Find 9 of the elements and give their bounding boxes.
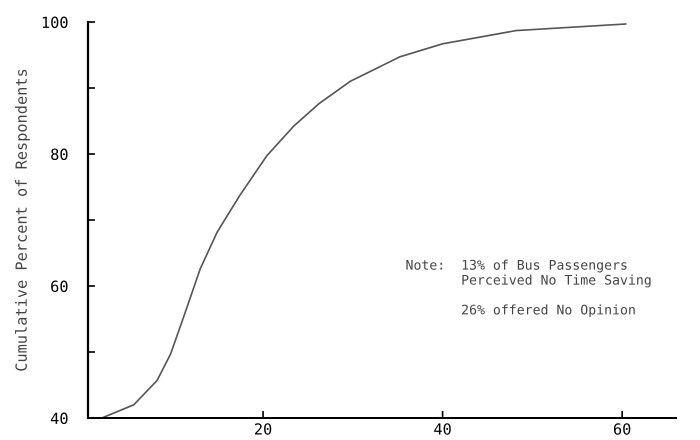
x-tick-label: 60: [614, 423, 630, 435]
text: Note: 13% of Bus Passengers Perceived No Time Saving 26% offered No Opinion: [406, 260, 651, 318]
x-tick-label: 40: [434, 423, 451, 435]
y-tick-label: 100: [42, 16, 68, 28]
y-tick-label: 80: [51, 148, 68, 160]
y-axis-title: Cumulative Percent of Respondents: [14, 70, 30, 371]
y-tick-label: 60: [51, 280, 68, 292]
x-tick-label: 20: [254, 423, 272, 435]
y-tick-label: 40: [50, 412, 68, 424]
